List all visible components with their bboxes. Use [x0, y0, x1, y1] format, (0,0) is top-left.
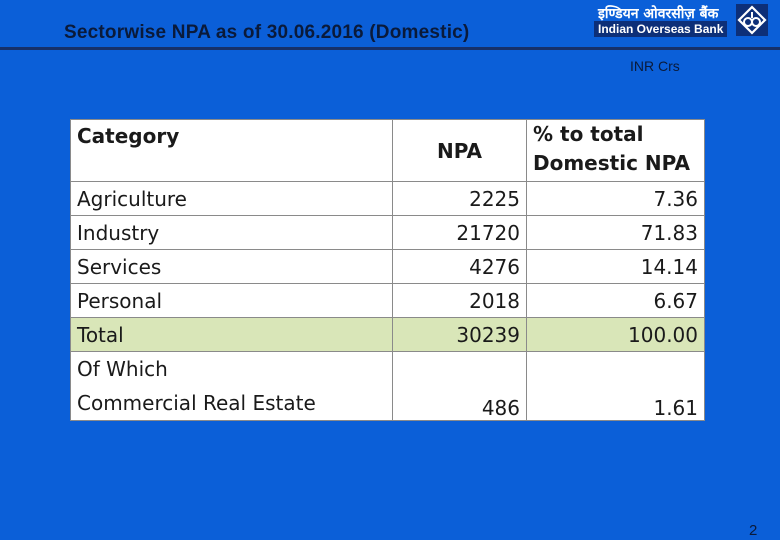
table-row: Services 4276 14.14 [70, 249, 705, 284]
table-row: Agriculture 2225 7.36 [70, 181, 705, 216]
row-npa: 4276 [392, 249, 527, 284]
row-category: Personal [70, 283, 393, 318]
total-row: Total 30239 100.00 [70, 317, 705, 352]
row-percent: 6.67 [526, 283, 705, 318]
logo-hindi-text: इण्डियन ओवरसीज़ बैंक [598, 6, 719, 22]
header-category: Category [70, 119, 393, 182]
slide-title: Sectorwise NPA as of 30.06.2016 (Domesti… [64, 22, 470, 43]
of-which-label: Of Which [77, 357, 168, 381]
unit-label: INR Crs [630, 58, 680, 74]
header-percent: % to total Domestic NPA [526, 119, 705, 182]
cre-percent: 1.61 [526, 351, 705, 421]
total-npa: 30239 [392, 317, 527, 352]
of-which-cell: Of Which Commercial Real Estate [70, 351, 393, 421]
title-underline [0, 47, 780, 50]
row-percent: 7.36 [526, 181, 705, 216]
bank-logo: इण्डियन ओवरसीज़ बैंक Indian Overseas Ban… [592, 2, 774, 38]
total-category: Total [70, 317, 393, 352]
table-row: Personal 2018 6.67 [70, 283, 705, 318]
of-which-row: Of Which Commercial Real Estate 486 1.61 [70, 351, 705, 421]
row-category: Agriculture [70, 181, 393, 216]
header-npa: NPA [392, 119, 527, 182]
logo-english-text: Indian Overseas Bank [594, 21, 728, 37]
sector-npa-table: Category NPA % to total Domestic NPA Agr… [70, 119, 705, 421]
row-percent: 71.83 [526, 215, 705, 250]
row-category: Industry [70, 215, 393, 250]
row-percent: 14.14 [526, 249, 705, 284]
row-category: Services [70, 249, 393, 284]
page-number: 2 [749, 522, 758, 539]
total-percent: 100.00 [526, 317, 705, 352]
row-npa: 21720 [392, 215, 527, 250]
table-row: Industry 21720 71.83 [70, 215, 705, 250]
cre-category: Commercial Real Estate [77, 391, 316, 415]
row-npa: 2225 [392, 181, 527, 216]
bank-emblem-icon [736, 4, 768, 36]
row-npa: 2018 [392, 283, 527, 318]
cre-npa: 486 [392, 351, 527, 421]
table-header-row: Category NPA % to total Domestic NPA [70, 119, 705, 182]
